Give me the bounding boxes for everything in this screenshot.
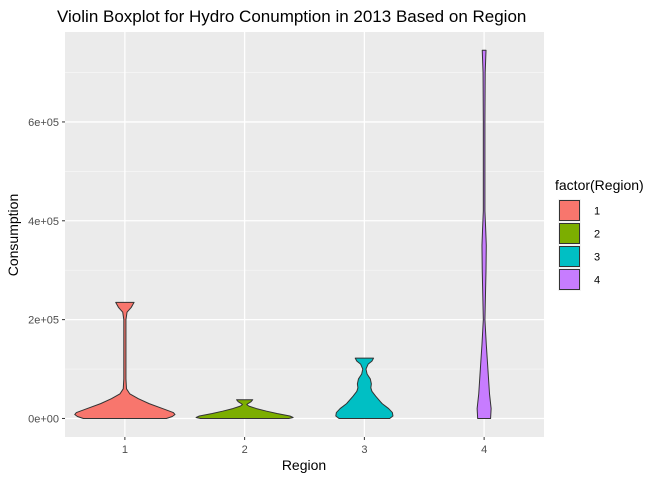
x-tick-label: 1 [122,444,128,456]
legend-label-4: 4 [594,275,600,287]
y-axis-title: Consumption [5,194,21,277]
violin-region-3 [335,357,394,419]
x-axis: 1 2 3 4 [122,437,487,456]
x-tick-label: 2 [242,444,248,456]
y-tick-label: 0e+00 [28,413,59,425]
y-tick-label: 2e+05 [28,315,59,327]
chart-title: Violin Boxplot for Hydro Conumption in 2… [57,7,526,26]
legend-swatch-2 [559,223,580,244]
x-tick-label: 4 [481,444,487,456]
legend-label-3: 3 [594,252,600,264]
y-tick-label: 4e+05 [28,216,59,228]
legend-swatch-1 [559,200,580,221]
y-tick-label: 6e+05 [28,117,59,129]
plot-panel [65,32,544,437]
x-tick-label: 3 [361,444,367,456]
legend-title: factor(Region) [555,177,644,193]
violins [74,49,492,419]
violin-region-1 [74,301,176,419]
legend-label-1: 1 [594,206,600,218]
violin-region-2 [195,399,294,419]
legend-label-2: 2 [594,229,600,241]
violin-region-4 [476,49,492,419]
minor-gridlines [65,72,544,370]
y-axis: 0e+00 2e+05 4e+05 6e+05 [28,117,65,425]
legend: factor(Region) 1 2 3 4 [555,177,644,291]
legend-swatch-4 [559,269,580,290]
legend-swatch-3 [559,246,580,267]
x-axis-title: Region [282,457,326,473]
